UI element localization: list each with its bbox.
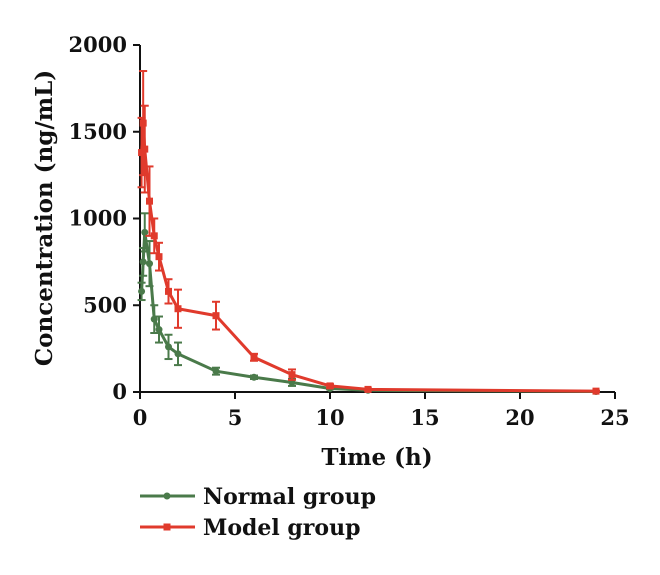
data-point (141, 145, 149, 153)
y-tick-label: 1500 (69, 119, 127, 144)
data-point (165, 287, 172, 295)
data-point (150, 315, 158, 323)
data-point (155, 253, 163, 261)
data-point (146, 197, 153, 205)
legend-marker (163, 523, 171, 531)
y-tick-label: 2000 (69, 32, 127, 57)
series-line (140, 121, 597, 393)
series-model-group (137, 70, 600, 395)
series-layer (137, 70, 600, 395)
legend: Normal group Model group (140, 484, 376, 541)
y-tick-label: 500 (83, 292, 127, 317)
x-axis-ticks: 0 5 10 15 20 25 (133, 392, 630, 430)
x-tick-label: 25 (600, 405, 629, 430)
x-tick-label: 20 (505, 405, 534, 430)
data-point (212, 312, 220, 320)
x-axis-title: Time (h) (321, 444, 432, 471)
data-point (326, 382, 334, 390)
data-point (592, 387, 600, 395)
x-tick-label: 15 (410, 405, 439, 430)
data-point (288, 371, 296, 379)
data-point (165, 343, 172, 351)
data-point (174, 305, 182, 313)
data-point (174, 350, 182, 358)
data-point (212, 367, 220, 375)
data-point (141, 228, 149, 236)
legend-marker (163, 492, 171, 500)
x-tick-label: 10 (315, 405, 344, 430)
y-axis-title: Concentration (ng/mL) (31, 70, 58, 366)
legend-item: Normal group (140, 484, 376, 510)
data-point (155, 326, 163, 334)
legend-item: Model group (140, 515, 360, 541)
y-tick-label: 1000 (69, 206, 127, 231)
legend-label: Normal group (203, 484, 376, 510)
x-tick-label: 0 (133, 405, 148, 430)
data-point (250, 373, 258, 381)
series-normal-group (137, 212, 600, 395)
data-point (364, 385, 372, 393)
data-point (139, 258, 147, 266)
data-point (250, 353, 258, 361)
data-point (138, 287, 146, 295)
data-point (146, 260, 153, 268)
data-point (150, 232, 158, 240)
y-tick-label: 0 (112, 379, 127, 404)
data-point (139, 119, 147, 127)
legend-label: Model group (203, 515, 360, 541)
series-line (140, 230, 597, 393)
x-tick-label: 5 (228, 405, 243, 430)
y-axis-ticks: 0 500 1000 1500 2000 (69, 32, 140, 404)
